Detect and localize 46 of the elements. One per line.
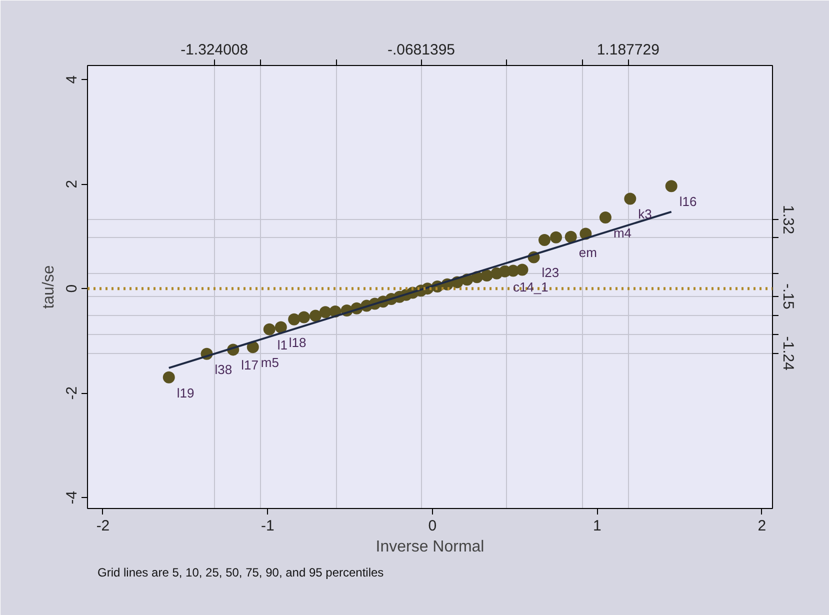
point: [480, 270, 493, 282]
data-label: m4: [613, 226, 632, 241]
data-label: em: [578, 244, 597, 260]
point: [162, 371, 175, 384]
point: [516, 264, 528, 276]
x-tick-label: -2: [96, 518, 110, 534]
y-tick-label: -2: [64, 386, 80, 400]
point: [665, 180, 678, 192]
text: Grid lines are 5, 10, 25, 50, 75, 90, and 95 percentiles: [98, 566, 384, 580]
data-label: k3: [638, 206, 652, 222]
y-tick-label: 0: [64, 284, 80, 293]
y2-tick-label: -1.24: [780, 336, 796, 370]
x-axis-title: Inverse Normal: [376, 538, 484, 556]
point: [564, 230, 577, 243]
data-label: l18: [288, 335, 306, 350]
data-label: l16: [679, 194, 697, 210]
point: [298, 311, 310, 324]
x-tick-label: 2: [758, 518, 766, 534]
x-tick-label: -1: [261, 518, 274, 534]
point: [538, 234, 550, 246]
data-label: m5: [260, 355, 279, 370]
y-tick-label: 4: [64, 75, 80, 84]
y-tick-label: -4: [64, 490, 80, 504]
x2-tick-label: -.0681395: [387, 42, 456, 58]
point: [550, 231, 562, 244]
y2-tick-label: 1.32: [780, 205, 796, 234]
point: [288, 313, 300, 326]
point: [319, 306, 332, 318]
point: [310, 310, 322, 322]
y-axis-title: tau/se: [40, 265, 58, 309]
data-label: l1: [277, 337, 288, 352]
data-label: l19: [176, 385, 194, 400]
data-label: l23: [542, 265, 560, 280]
point: [599, 212, 612, 224]
point: [263, 323, 276, 336]
x2-tick-label: 1.187729: [596, 42, 660, 58]
x-tick-label: 1: [593, 518, 602, 534]
point: [624, 192, 636, 205]
data-label: l17: [241, 358, 258, 373]
data-label: c14_1: [512, 279, 548, 294]
y-tick-label: 2: [64, 180, 80, 188]
data-label: l38: [214, 362, 232, 377]
x-tick-label: 0: [428, 518, 437, 534]
x2-tick-label: -1.324008: [180, 42, 248, 58]
point: [274, 321, 287, 334]
y2-tick-label: -.15: [780, 283, 796, 310]
